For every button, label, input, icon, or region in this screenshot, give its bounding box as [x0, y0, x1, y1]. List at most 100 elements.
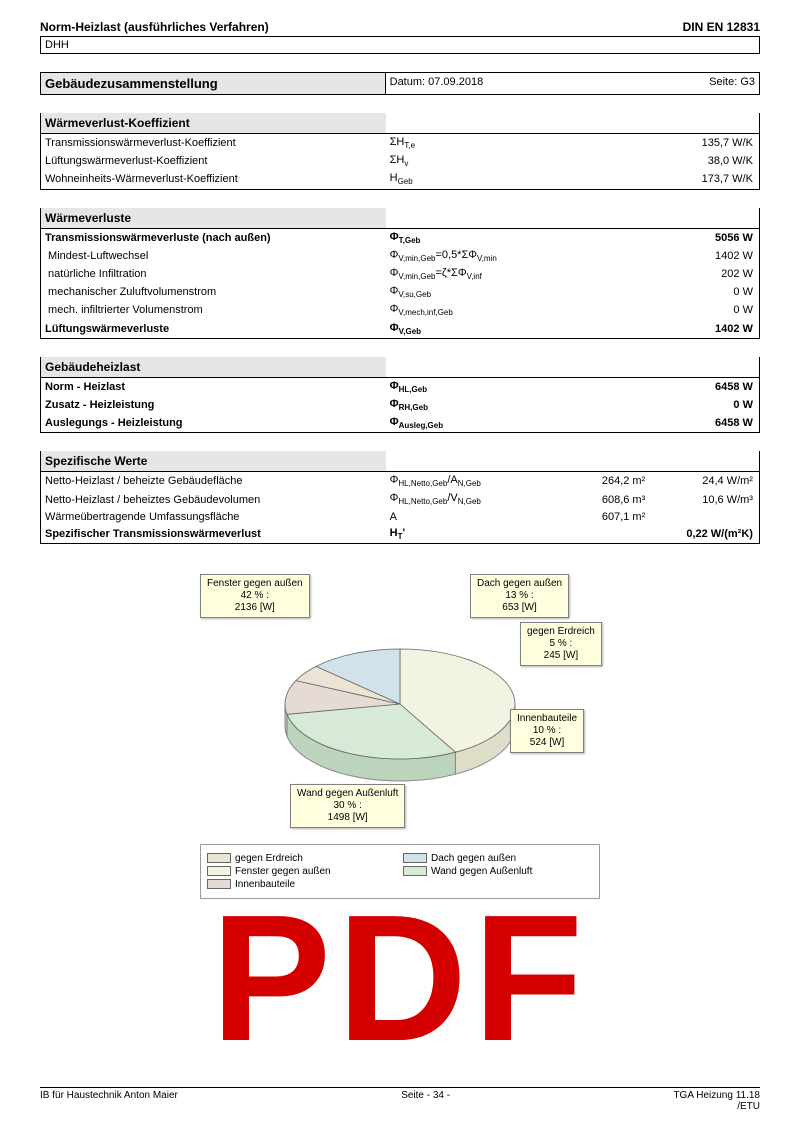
row-value2: 1402 W [651, 321, 759, 337]
row-value2: 24,4 W/m² [651, 473, 759, 489]
data-row: Transmissionswärmeverluste (nach außen)Φ… [40, 229, 760, 247]
row-label: Lüftungswärmeverlust-Koeffizient [41, 153, 386, 169]
page-footer: IB für Haustechnik Anton Maier Seite - 3… [40, 1087, 760, 1112]
row-value1 [558, 272, 651, 276]
row-value2: 5056 W [651, 230, 759, 246]
legend-item: Dach gegen außen [403, 853, 583, 864]
chart-label: Dach gegen außen13 % :653 [W] [470, 574, 569, 618]
section-header: Gebäudeheizlast [40, 357, 760, 378]
row-value1 [558, 327, 651, 331]
row-value2: 0 W [651, 302, 759, 318]
row-symbol: ΣHT,e [386, 134, 558, 152]
data-row: Transmissionswärmeverlust-KoeffizientΣHT… [40, 134, 760, 152]
row-value1: 608,6 m³ [558, 492, 651, 508]
row-label: Spezifischer Transmissionswärmeverlust [41, 526, 386, 542]
row-symbol: A [386, 509, 558, 525]
legend-label: Wand gegen Außenluft [431, 866, 532, 877]
row-label: mech. infiltrierter Volumenstrom [41, 302, 386, 318]
legend-item: gegen Erdreich [207, 853, 387, 864]
row-value1: 264,2 m² [558, 473, 651, 489]
legend-swatch [403, 853, 427, 863]
pdf-watermark: PDF [0, 875, 800, 1082]
row-value1 [558, 532, 651, 536]
row-label: Netto-Heizlast / beheizte Gebäudefläche [41, 473, 386, 489]
row-value2: 1402 W [651, 248, 759, 264]
row-value1 [558, 403, 651, 407]
data-row: Norm - HeizlastΦHL,Geb6458 W [40, 378, 760, 396]
row-value2: 135,7 W/K [651, 135, 759, 151]
row-label: Lüftungswärmeverluste [41, 321, 386, 337]
row-label: Transmissionswärmeverluste (nach außen) [41, 230, 386, 246]
row-symbol: ΦV,min,Geb=ζ*ΣΦV,inf [386, 265, 558, 283]
legend-swatch [207, 866, 231, 876]
legend-label: gegen Erdreich [235, 853, 303, 864]
row-symbol: ΦHL,Netto,Geb/VN,Geb [386, 490, 558, 508]
row-symbol: ΦV,su,Geb [386, 283, 558, 301]
row-value2 [651, 515, 759, 519]
row-label: Wohneinheits-Wärmeverlust-Koeffizient [41, 171, 386, 187]
data-row: natürliche InfiltrationΦV,min,Geb=ζ*ΣΦV,… [40, 265, 760, 283]
data-row: LüftungswärmeverlusteΦV,Geb 1402 W [40, 320, 760, 339]
row-symbol: ΦAusleg,Geb [386, 414, 558, 432]
row-value2: 38,0 W/K [651, 153, 759, 169]
data-row: Spezifischer TransmissionswärmeverlustHT… [40, 525, 760, 544]
legend-label: Innenbauteile [235, 879, 295, 890]
row-value2: 173,7 W/K [651, 171, 759, 187]
data-row: mech. infiltrierter VolumenstromΦV,mech,… [40, 301, 760, 319]
legend-swatch [207, 853, 231, 863]
row-label: Wärmeübertragende Umfassungsfläche [41, 509, 386, 525]
chart-label: Innenbauteile10 % :524 [W] [510, 709, 584, 753]
row-label: Netto-Heizlast / beheiztes Gebäudevolume… [41, 492, 386, 508]
header-standard: DIN EN 12831 [683, 20, 760, 34]
row-label: Norm - Heizlast [41, 379, 386, 395]
data-row: Auslegungs - HeizleistungΦAusleg,Geb6458… [40, 414, 760, 433]
row-value2: 0 W [651, 284, 759, 300]
row-value2: 0 W [651, 397, 759, 413]
legend-label: Fenster gegen außen [235, 866, 331, 877]
row-value1 [558, 385, 651, 389]
row-symbol: ΣHv [386, 152, 558, 170]
header-title: Norm-Heizlast (ausführliches Verfahren) [40, 20, 269, 34]
row-value1 [558, 177, 651, 181]
legend: gegen Erdreich Dach gegen außen Fenster ge… [200, 844, 600, 899]
section-header: Wärmeverlust-Koeffizient [40, 113, 760, 134]
row-value1 [558, 254, 651, 258]
row-label: Mindest-Luftwechsel [41, 248, 386, 264]
summary-page: Seite: G3 [669, 73, 759, 94]
row-value1 [558, 421, 651, 425]
row-label: Transmissionswärmeverlust-Koeffizient [41, 135, 386, 151]
section-header: Wärmeverluste [40, 208, 760, 229]
data-row: Netto-Heizlast / beheizte GebäudeflächeΦ… [40, 472, 760, 490]
row-value1: 607,1 m² [558, 509, 651, 525]
legend-item: Innenbauteile [207, 879, 387, 890]
pie-chart-area: Fenster gegen außen42 % :2136 [W] Dach ge… [40, 574, 760, 834]
legend-swatch [207, 879, 231, 889]
row-value1 [558, 236, 651, 240]
row-value2: 0,22 W/(m²K) [651, 526, 759, 542]
data-row: Netto-Heizlast / beheiztes Gebäudevolume… [40, 490, 760, 508]
legend-item: Fenster gegen außen [207, 866, 387, 877]
row-label: Zusatz - Heizleistung [41, 397, 386, 413]
data-row: Lüftungswärmeverlust-KoeffizientΣHv 38,0 … [40, 152, 760, 170]
footer-left: IB für Haustechnik Anton Maier [40, 1090, 178, 1112]
row-label: Auslegungs - Heizleistung [41, 415, 386, 431]
row-symbol: HT' [386, 525, 558, 543]
footer-mid: Seite - 34 - [401, 1090, 450, 1112]
header-subtitle: DHH [40, 37, 760, 54]
row-symbol: ΦV,min,Geb=0,5*ΣΦV,min [386, 247, 558, 265]
data-row: Mindest-LuftwechselΦV,min,Geb=0,5*ΣΦV,mi… [40, 247, 760, 265]
summary-date: Datum: 07.09.2018 [386, 73, 669, 94]
row-symbol: ΦV,Geb [386, 320, 558, 338]
chart-label: gegen Erdreich5 % :245 [W] [520, 622, 602, 666]
row-value1 [558, 159, 651, 163]
chart-label: Wand gegen Außenluft30 % :1498 [W] [290, 784, 405, 828]
row-label: mechanischer Zuluftvolumenstrom [41, 284, 386, 300]
chart-label: Fenster gegen außen42 % :2136 [W] [200, 574, 310, 618]
row-value2: 10,6 W/m³ [651, 492, 759, 508]
legend-label: Dach gegen außen [431, 853, 516, 864]
row-label: natürliche Infiltration [41, 266, 386, 282]
summary-header: Gebäudezusammenstellung Datum: 07.09.201… [40, 72, 760, 95]
page-header: Norm-Heizlast (ausführliches Verfahren) … [40, 20, 760, 37]
row-symbol: HGeb [386, 170, 558, 188]
data-row: Wohneinheits-Wärmeverlust-KoeffizientHGe… [40, 170, 760, 189]
